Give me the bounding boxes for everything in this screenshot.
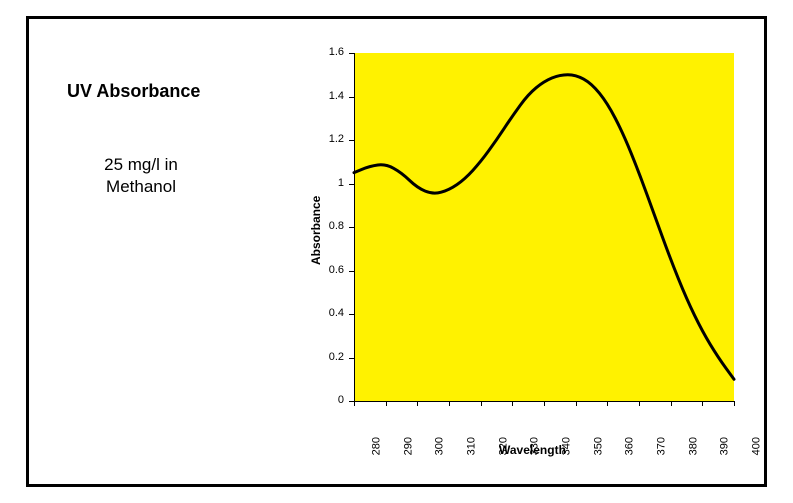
x-tick-label: 350 <box>592 437 604 455</box>
x-axis-title: Wavelength <box>499 443 566 457</box>
x-tick-label: 390 <box>719 437 731 455</box>
x-tick-label: 400 <box>750 437 762 455</box>
chart-area: 00.20.40.60.811.21.41.628029030031032033… <box>29 19 764 484</box>
page-frame: UV Absorbance 25 mg/l in Methanol 00.20.… <box>0 0 793 503</box>
x-tick-label: 370 <box>655 437 667 455</box>
chart-frame: UV Absorbance 25 mg/l in Methanol 00.20.… <box>26 16 767 487</box>
x-tick-label: 290 <box>402 437 414 455</box>
x-tick-label: 300 <box>434 437 446 455</box>
x-tick-label: 280 <box>370 437 382 455</box>
x-tick-label: 360 <box>624 437 636 455</box>
x-tick-label: 380 <box>687 437 699 455</box>
spectrum-curve <box>29 19 744 411</box>
x-tick-label: 310 <box>465 437 477 455</box>
